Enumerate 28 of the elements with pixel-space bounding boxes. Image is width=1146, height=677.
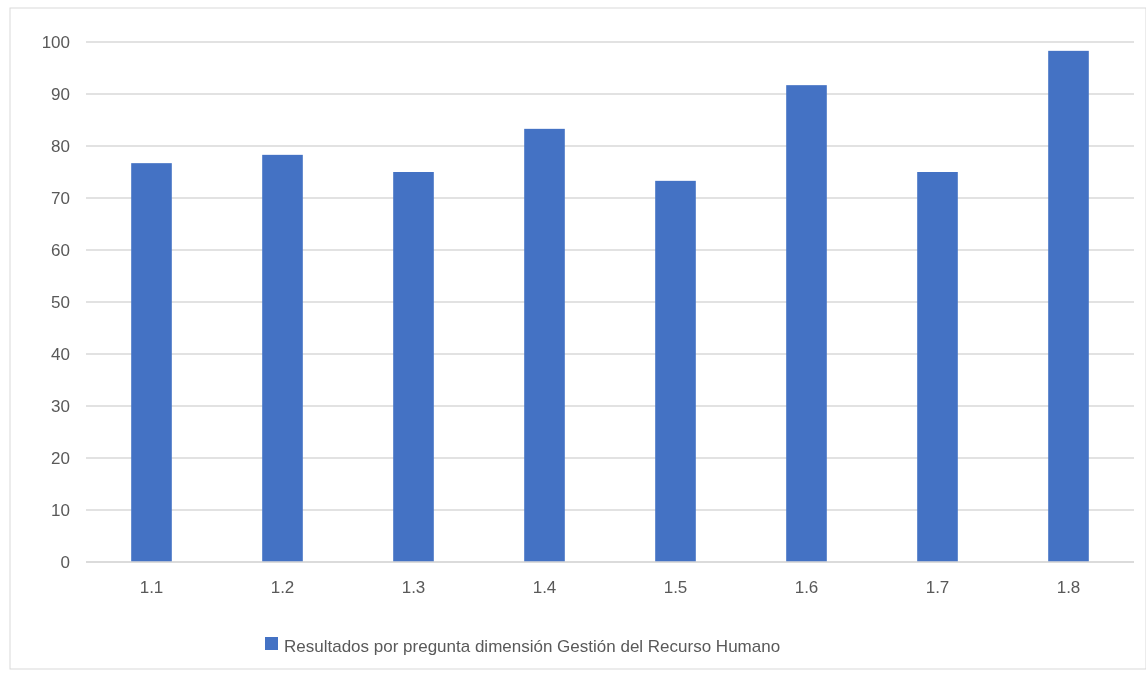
x-tick-label: 1.4 (532, 578, 557, 597)
x-tick-label: 1.3 (401, 578, 426, 597)
x-tick-label: 1.8 (1056, 578, 1081, 597)
bar (786, 85, 827, 562)
y-tick-label: 10 (51, 500, 70, 520)
bar (1048, 50, 1089, 562)
x-tick-label: 1.2 (270, 578, 295, 597)
y-tick-label: 0 (60, 552, 70, 572)
y-tick-label: 30 (51, 396, 70, 416)
y-tick-label: 40 (51, 344, 70, 364)
y-tick-label: 20 (51, 448, 70, 468)
y-tick-label: 100 (41, 32, 70, 52)
y-tick-label: 70 (51, 188, 70, 208)
y-tick-label: 80 (51, 136, 70, 156)
bar (393, 172, 434, 562)
x-tick-label: 1.5 (663, 578, 688, 597)
x-tick-label: 1.6 (794, 578, 819, 597)
bar (655, 180, 696, 562)
legend-label: Resultados por pregunta dimensión Gestión del Recurso Humano (284, 636, 781, 656)
y-tick-label: 90 (51, 84, 70, 104)
x-tick-label: 1.7 (925, 578, 950, 597)
bar (131, 163, 172, 562)
bar (262, 154, 303, 562)
y-tick-label: 50 (51, 292, 70, 312)
bar (524, 128, 565, 562)
bar (917, 172, 958, 562)
y-tick-label: 60 (51, 240, 70, 260)
x-tick-label: 1.1 (139, 578, 164, 597)
